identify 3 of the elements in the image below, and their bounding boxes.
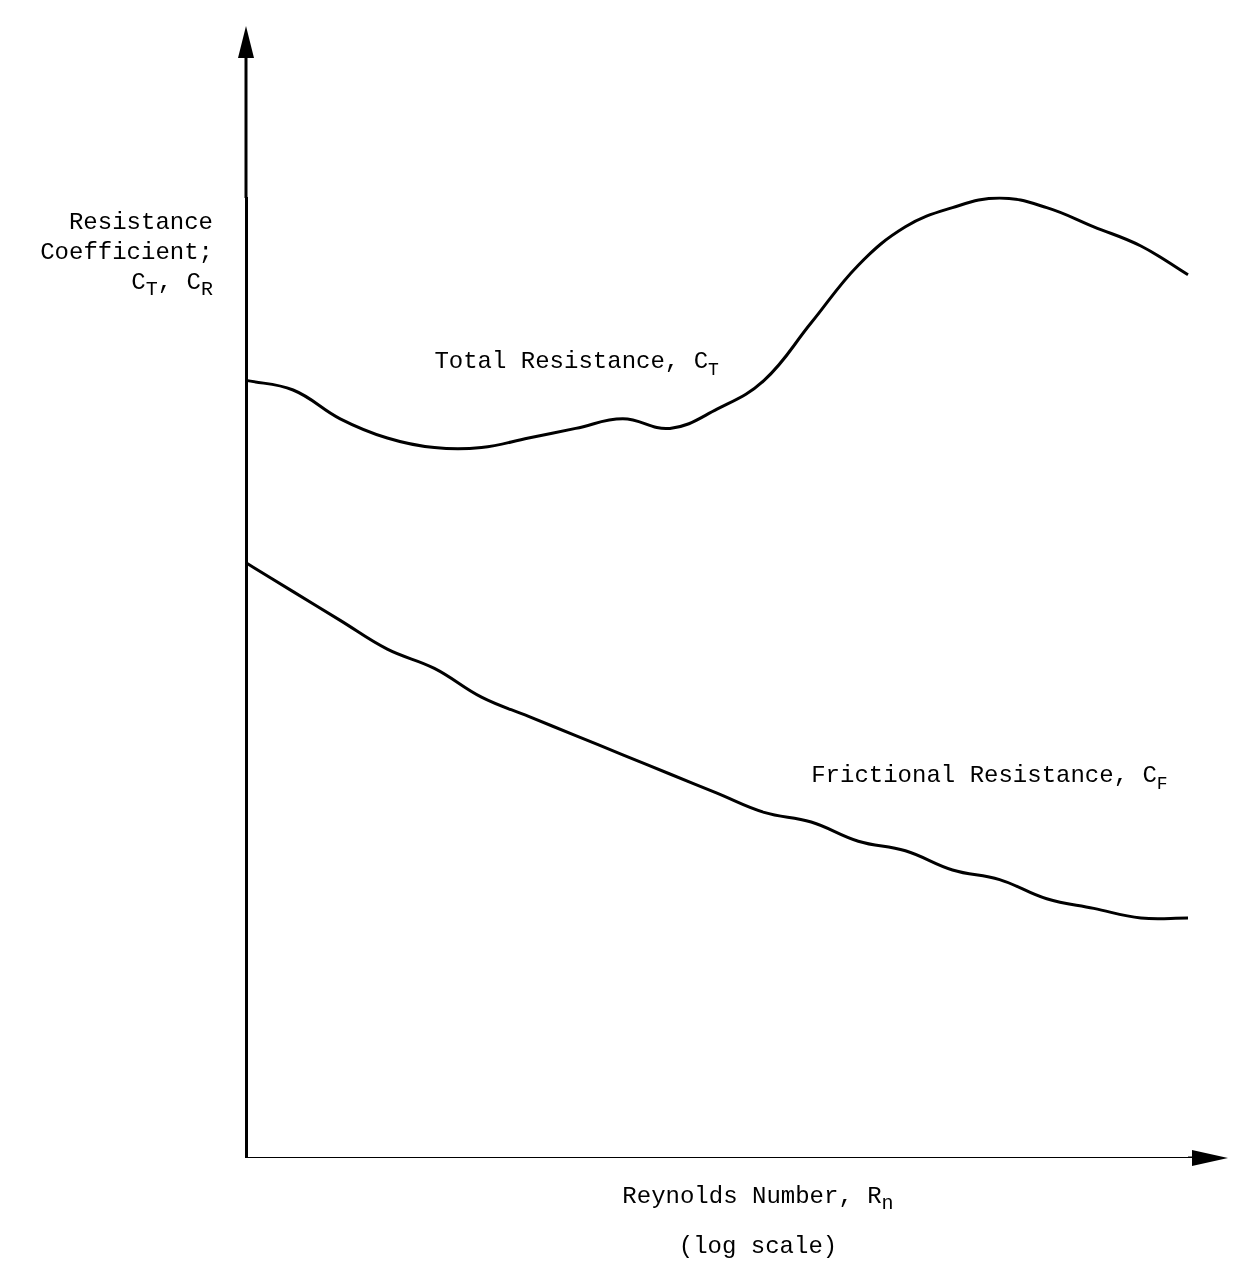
x-axis-title: Reynolds Number, R$_{n}$ [621,1183,895,1215]
y-axis-title: Resistance Coefficient; C$_{T}$, C$_{R}$ [39,208,213,303]
text: (log scale) [677,1233,839,1260]
